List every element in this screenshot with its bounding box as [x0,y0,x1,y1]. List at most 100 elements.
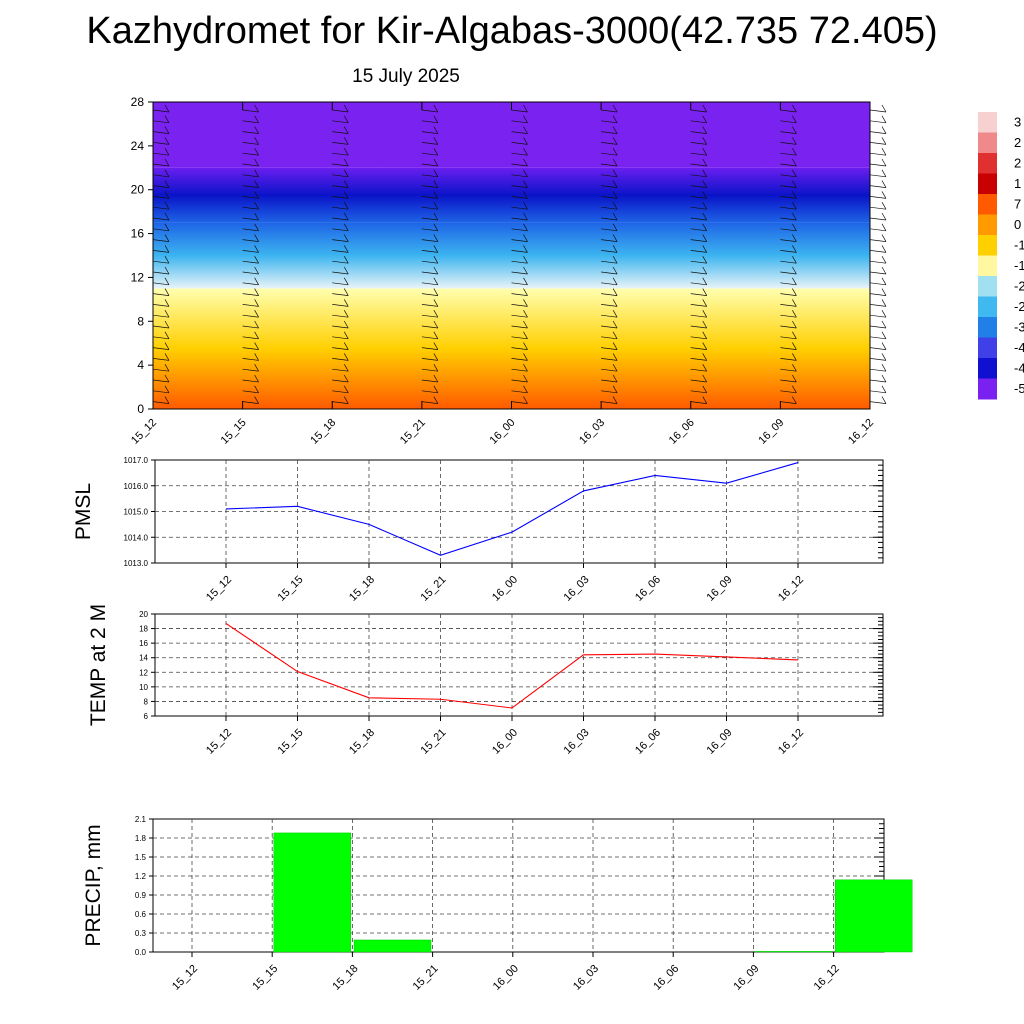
wind-barb [152,131,170,134]
wind-barb [523,191,528,199]
wind-barb [601,358,618,361]
precip-ytick-label: 2.1 [135,815,147,824]
wind-barb [601,206,618,210]
wind-barb [612,158,618,167]
wind-barb [612,234,618,242]
wind-barb [881,180,887,188]
wind-barb [254,353,259,361]
wind-barb [523,158,528,167]
wind-barb [332,174,349,178]
wind-barb [869,185,887,188]
wind-barb [690,131,707,134]
wind-barb [242,239,259,242]
wind-barb [164,385,170,393]
wind-barb [869,206,887,210]
wind-barb [332,304,349,307]
wind-barb [343,310,349,318]
wind-barb [690,239,707,242]
precip-xtick-label: 16_09 [731,963,761,993]
wind-barb [332,109,349,113]
wind-barb [523,148,528,156]
wind-barb [523,374,528,383]
wind-barb [511,109,528,113]
wind-barb [702,266,708,275]
wind-barb [780,304,797,307]
wind-barb [332,131,349,134]
wind-barb [433,385,439,393]
wind-barb [152,174,170,178]
wind-barb [343,266,349,275]
wind-barb [242,390,259,394]
wind-barb [702,331,708,339]
wind-barb [612,310,618,318]
wind-barb [780,358,797,361]
precip-ytick-label: 1.8 [135,834,147,843]
wind-barb [254,180,259,188]
wind-barb [869,131,887,134]
wind-barb [343,396,349,404]
wind-barb [780,239,797,242]
wind-barb [433,374,439,383]
wind-barb [792,277,797,285]
wind-barb [152,228,170,232]
wind-barb [242,206,259,210]
wind-barb [523,212,528,221]
wind-barb [523,202,528,210]
temp-ytick-label: 20 [139,610,148,619]
wind-barb [242,196,259,199]
wind-barb [421,185,438,188]
wind-barb [612,331,618,339]
wind-barb [332,206,349,210]
wind-barb [612,223,618,231]
wind-barb [343,385,349,393]
precip-xtick-label: 16_12 [812,963,842,993]
wind-barb [881,223,887,231]
temp-ytick-label: 12 [139,668,148,677]
wind-barb [433,320,439,329]
pmsl-xtick-label: 16_09 [705,574,735,604]
temp-ytick-label: 10 [139,683,148,692]
wind-barb [254,374,259,383]
wind-barb [511,368,528,372]
wind-barb [780,293,797,296]
precip-panel: 0.0 0.3 0.6 0.9 1.2 1.5 1.8 2.1 15_12 15_15 15_18 1… [82,815,913,993]
wind-barb [881,385,887,393]
wind-barb [332,142,349,145]
wind-barb [421,163,438,167]
colorbar-swatch [978,317,997,338]
wind-barb [152,325,170,329]
wind-barb [780,336,797,340]
wind-barb [869,336,887,340]
colorbar-swatch [978,255,997,277]
precip-ytick-label: 1.2 [135,872,147,881]
temp-ylabel: TEMP at 2 M [87,604,110,726]
wind-barb [433,104,439,113]
wind-barb [881,115,887,123]
temp-xtick-label: 16_09 [705,727,735,757]
wind-barb [612,374,618,383]
wind-barb [881,266,887,275]
wind-barb [254,256,259,264]
wind-barb [792,353,797,361]
wind-barb [511,163,528,167]
temp-ytick-label: 6 [144,712,149,721]
wind-barb [780,260,797,264]
wind-barb [433,353,439,361]
precip-ytick-label: 0.6 [135,910,147,919]
wind-barb [433,148,439,156]
wind-barb [242,368,259,372]
wind-barb [343,277,349,285]
wind-barb [421,174,438,178]
wind-barb [242,228,259,232]
wind-barb [690,358,707,361]
wind-barb [881,191,887,199]
wind-barb [433,310,439,318]
heatmap-band [153,288,870,409]
wind-barb [254,299,259,307]
wind-barb [792,364,797,372]
wind-barb [601,239,618,242]
wind-barb [601,336,618,340]
wind-barb [433,115,439,123]
colorbar-label: 1 [1014,176,1021,191]
wind-barb [343,288,349,296]
